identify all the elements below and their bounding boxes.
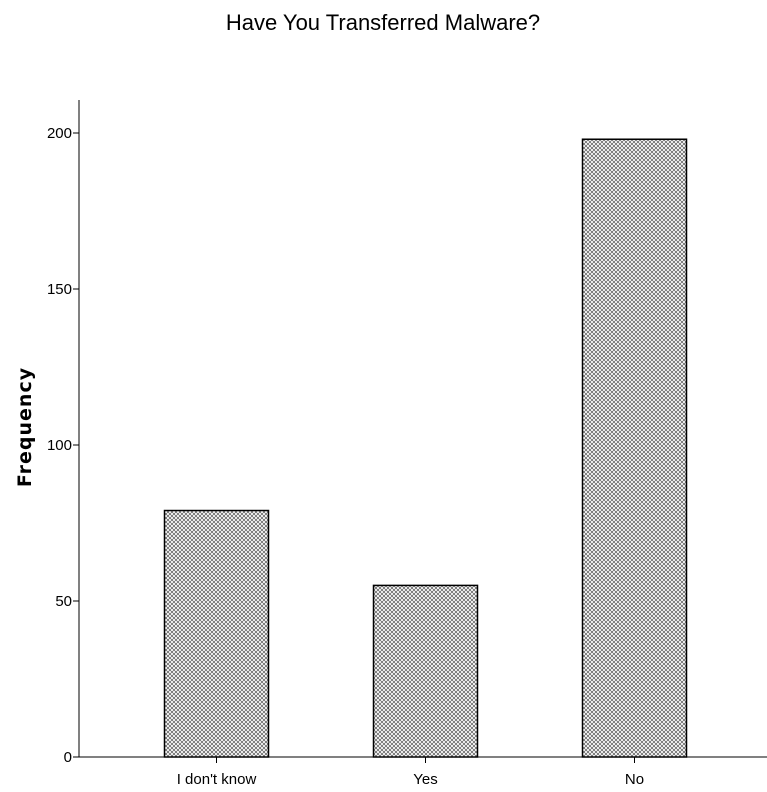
y-axis-label: Frequency	[14, 367, 36, 487]
bar	[163, 509, 270, 758]
y-tick-label: 200	[47, 125, 72, 142]
bar	[581, 138, 688, 758]
x-tick-label: Yes	[413, 771, 437, 788]
x-tick-label: No	[625, 771, 644, 788]
y-tick-label: 100	[47, 437, 72, 454]
chart-title: Have You Transferred Malware?	[226, 10, 540, 35]
plot-area: 0 50 100 150 200 I don't know Yes No	[47, 100, 767, 788]
y-tick-label: 150	[47, 281, 72, 298]
x-tick-label: I don't know	[177, 771, 257, 788]
y-tick-label: 0	[64, 749, 72, 766]
y-tick-label: 50	[55, 593, 72, 610]
bar	[372, 584, 479, 758]
